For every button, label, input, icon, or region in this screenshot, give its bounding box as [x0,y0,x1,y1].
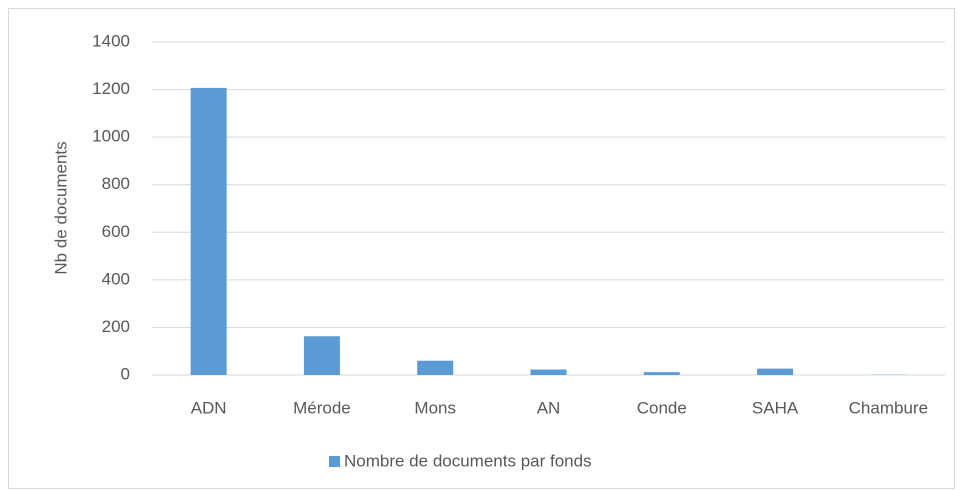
y-tick-label: 1200 [92,79,130,98]
y-tick-label: 400 [102,269,130,288]
y-tick-label: 600 [102,222,130,241]
y-tick-label: 1000 [92,127,130,146]
bar [643,372,680,375]
bar [190,87,227,375]
bar [417,360,454,375]
y-tick-label: 200 [102,317,130,336]
legend-swatch [329,456,340,467]
bar [757,368,794,375]
y-tick-label: 0 [121,364,130,383]
chart-border [8,8,955,489]
x-tick-label: ADN [191,398,227,417]
y-axis-title: Nb de documents [51,141,70,274]
y-tick-label: 1400 [92,31,130,50]
x-tick-label: Mons [414,398,456,417]
legend-label: Nombre de documents par fonds [344,451,592,470]
y-tick-label: 800 [102,174,130,193]
x-tick-label: SAHA [752,398,799,417]
bar [303,336,340,375]
x-tick-label: Conde [637,398,687,417]
x-tick-label: Mérode [293,398,351,417]
x-tick-label: Chambure [849,398,928,417]
bar [530,369,567,375]
x-tick-label: AN [537,398,561,417]
